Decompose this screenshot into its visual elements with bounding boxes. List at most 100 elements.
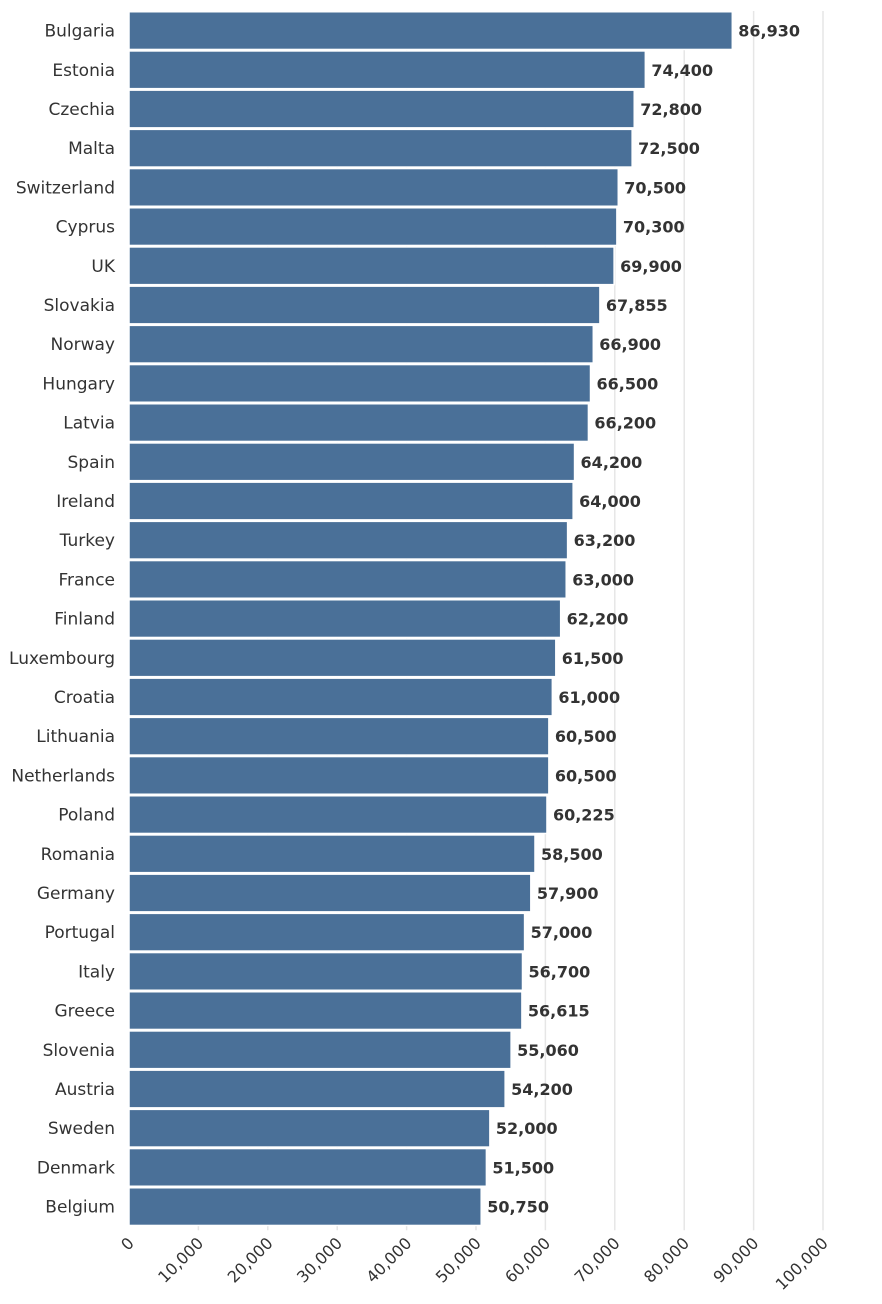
value-label: 57,000 [531,923,593,942]
value-label: 55,060 [517,1041,579,1060]
bar [128,89,635,129]
bar [128,207,618,247]
category-label: Slovakia [44,296,115,316]
x-tick-label: 20,000 [224,1234,277,1287]
bar [128,873,532,913]
value-label: 60,500 [555,766,617,785]
category-label: Cyprus [56,218,115,238]
category-label: Sweden [48,1119,115,1139]
bar [128,1030,512,1070]
bar [128,481,574,521]
value-label: 86,930 [738,22,800,41]
bar [128,795,548,835]
bar [128,755,550,795]
value-label: 64,200 [581,453,643,472]
bar [128,912,526,952]
bar [128,520,569,560]
category-labels: Bulgaria Estonia Czechia Malta Switzerland Cy… [9,22,116,1218]
value-label: 70,300 [623,218,685,237]
x-tick-label: 100,000 [772,1234,832,1294]
category-label: Latvia [63,414,115,434]
category-label: France [58,570,115,590]
category-label: Italy [78,962,115,982]
bar [128,1069,506,1109]
x-tick-label: 0 [117,1234,138,1255]
category-label: Slovenia [43,1041,115,1061]
category-label: Estonia [52,61,115,81]
category-label: Turkey [59,531,115,551]
value-label: 56,700 [528,962,590,981]
value-label: 72,800 [640,100,702,119]
bar [128,638,557,678]
category-label: Germany [37,884,115,904]
category-label: Malta [68,139,115,159]
bar [128,50,647,90]
x-tick-label: 90,000 [709,1234,762,1287]
category-label: Denmark [37,1158,115,1178]
x-tick-label: 60,000 [501,1234,554,1287]
bar [128,1187,482,1227]
category-label: Romania [41,845,115,865]
category-label: Austria [55,1080,115,1100]
category-label: Switzerland [16,178,115,198]
value-label: 58,500 [541,845,603,864]
value-label: 57,900 [537,884,599,903]
bar [128,324,595,364]
bar [128,559,567,599]
value-label: 60,225 [553,806,615,825]
category-label: Belgium [45,1198,115,1218]
category-label: Portugal [45,923,115,943]
bar [128,716,550,756]
value-label: 70,500 [624,178,686,197]
bar [128,442,576,482]
bar [128,403,590,443]
category-label: Finland [54,610,115,630]
value-label: 66,900 [599,335,661,354]
category-label: Norway [51,335,116,355]
value-label: 52,000 [496,1119,558,1138]
bar [128,128,633,168]
value-label: 66,200 [594,414,656,433]
x-tick-label: 10,000 [154,1234,207,1287]
value-label: 67,855 [606,296,668,315]
category-label: Czechia [48,100,115,120]
bar [128,1147,488,1188]
category-label: Croatia [54,688,115,708]
category-label: Bulgaria [45,22,116,42]
value-label: 51,500 [492,1158,554,1177]
value-label: 62,200 [567,610,629,629]
value-label: 50,750 [487,1198,549,1217]
x-axis-ticks: 0 10,000 20,000 30,000 40,000 50,000 60,000 70,… [117,1234,832,1294]
bars [128,11,734,1227]
x-tick-label: 80,000 [640,1234,693,1287]
category-label: Ireland [56,492,115,512]
x-tick-label: 30,000 [293,1234,346,1287]
value-label: 61,000 [558,688,620,707]
bar [128,363,592,403]
value-label: 63,200 [574,531,636,550]
bar [128,991,523,1031]
value-label: 69,900 [620,257,682,276]
value-label: 56,615 [528,1002,590,1021]
category-label: Greece [54,1002,115,1022]
bar [128,951,524,991]
bar [128,246,615,286]
bar [128,1108,491,1148]
x-tick-label: 70,000 [571,1234,624,1287]
bar [128,834,536,874]
category-label: Poland [58,806,115,826]
x-tick-label: 50,000 [432,1234,485,1287]
bar [128,167,620,208]
value-label: 72,500 [638,139,700,158]
value-label: 63,000 [572,570,634,589]
value-labels: 86,930 74,400 72,800 72,500 70,500 70,300 69,9… [487,22,800,1217]
category-label: Luxembourg [9,649,115,669]
category-label: Spain [68,453,116,473]
category-label: Lithuania [36,727,115,747]
bar [128,599,562,639]
bar [128,11,734,51]
category-label: UK [91,257,115,277]
value-label: 54,200 [511,1080,573,1099]
value-label: 60,500 [555,727,617,746]
value-label: 74,400 [651,61,713,80]
